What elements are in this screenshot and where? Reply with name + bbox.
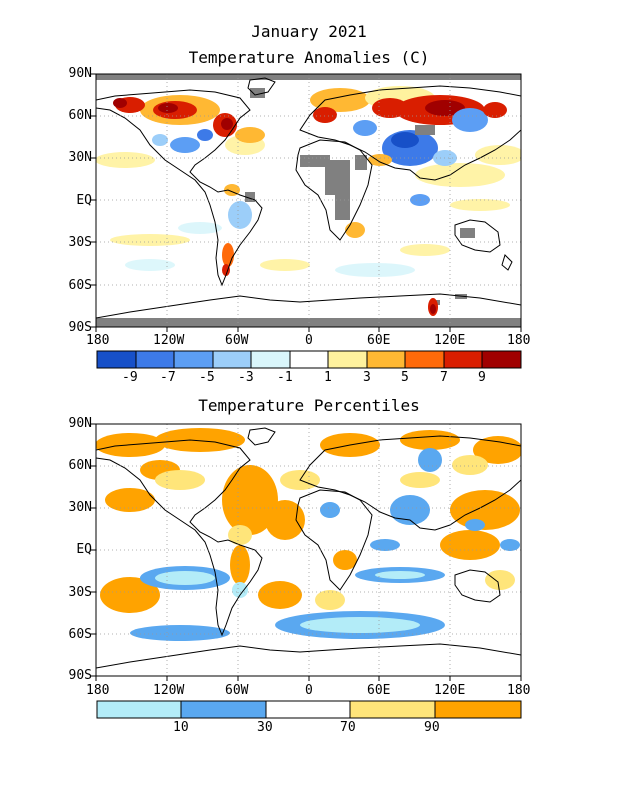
anomaly-colorbar: [96, 350, 522, 369]
pct-lon-120w: 120W: [153, 683, 185, 698]
pct-lat-90n: 90N: [68, 416, 92, 431]
pct-cbar-segment: [350, 701, 435, 718]
pct-cbar-label: 10: [173, 720, 189, 735]
pct-cbar-segment: [266, 701, 350, 718]
anom-cbar-label: 3: [363, 370, 371, 385]
percentile-map: [96, 424, 521, 676]
anom-cbar-segment: [97, 351, 136, 368]
pct-cbar-segment: [181, 701, 266, 718]
anom-cbar-label: -3: [238, 370, 254, 385]
anomaly-map: [96, 74, 521, 327]
anom-cbar-segment: [405, 351, 444, 368]
anom-cbar-segment: [367, 351, 405, 368]
anom-lat-60s: 60S: [68, 278, 92, 293]
pct-lon-180e: 180: [507, 683, 531, 698]
pct-cbar-segment: [97, 701, 181, 718]
pct-lat-30n: 30N: [68, 500, 92, 515]
anom-cbar-segment: [482, 351, 521, 368]
anom-cbar-segment: [251, 351, 290, 368]
anom-cbar-label: -5: [199, 370, 215, 385]
pct-lat-60n: 60N: [68, 458, 92, 473]
anom-lat-eq: EQ: [76, 193, 92, 208]
pct-lon-120e: 120E: [434, 683, 466, 698]
percentile-colorbar: [96, 700, 522, 719]
pct-lon-60e: 60E: [367, 683, 391, 698]
pct-cbar-label: 30: [257, 720, 273, 735]
anom-lon-60w: 60W: [225, 333, 249, 348]
anom-lon-120e: 120E: [434, 333, 466, 348]
anom-cbar-label: -1: [277, 370, 293, 385]
pct-cbar-label: 70: [340, 720, 356, 735]
anom-lat-90n: 90N: [68, 66, 92, 81]
pct-lat-eq: EQ: [76, 542, 92, 557]
anom-cbar-label: 7: [440, 370, 448, 385]
anom-cbar-segment: [174, 351, 213, 368]
pct-cbar-label: 90: [424, 720, 440, 735]
anom-lat-60n: 60N: [68, 108, 92, 123]
pct-lon-0: 0: [305, 683, 313, 698]
anom-lon-120w: 120W: [153, 333, 185, 348]
anomaly-map-title: Temperature Anomalies (C): [188, 48, 430, 67]
anom-lon-180w: 180: [86, 333, 110, 348]
anom-cbar-label: -9: [122, 370, 138, 385]
anom-lon-0: 0: [305, 333, 313, 348]
pct-lat-60s: 60S: [68, 627, 92, 642]
anom-cbar-segment: [328, 351, 367, 368]
pct-cbar-segment: [435, 701, 521, 718]
anom-lat-30s: 30S: [68, 235, 92, 250]
anom-cbar-segment: [290, 351, 328, 368]
anom-cbar-segment: [136, 351, 174, 368]
map-main-title: January 2021: [251, 22, 367, 41]
anom-cbar-segment: [213, 351, 251, 368]
anom-lat-30n: 30N: [68, 150, 92, 165]
percentile-map-title: Temperature Percentiles: [198, 396, 420, 415]
anom-cbar-segment: [444, 351, 482, 368]
pct-lat-30s: 30S: [68, 585, 92, 600]
anom-cbar-label: -7: [160, 370, 176, 385]
anom-cbar-label: 1: [324, 370, 332, 385]
anom-lat-90s: 90S: [68, 320, 92, 335]
pct-lon-60w: 60W: [225, 683, 249, 698]
anom-lon-180e: 180: [507, 333, 531, 348]
anom-cbar-label: 5: [401, 370, 409, 385]
pct-lat-90s: 90S: [68, 668, 92, 683]
pct-lon-180w: 180: [86, 683, 110, 698]
anom-lon-60e: 60E: [367, 333, 391, 348]
anom-cbar-label: 9: [478, 370, 486, 385]
